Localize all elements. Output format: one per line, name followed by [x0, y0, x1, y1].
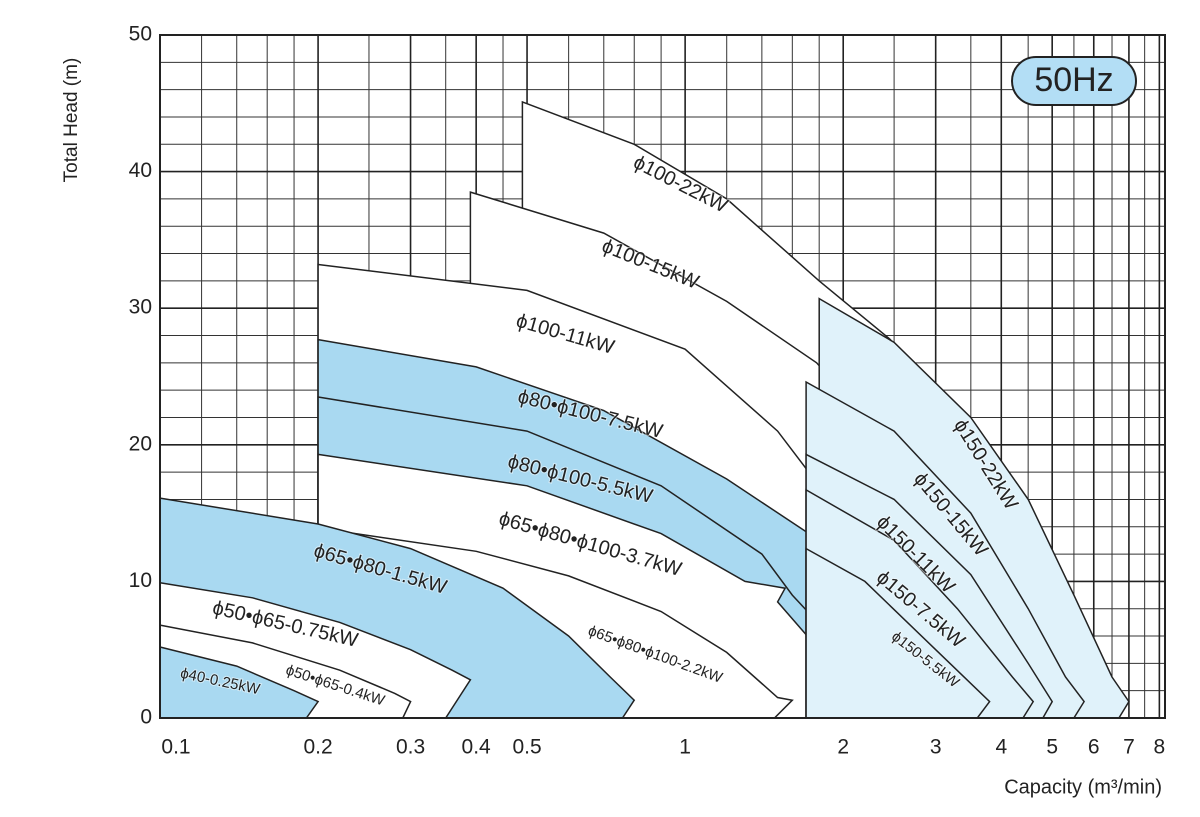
x-tick-label: 3 — [930, 736, 942, 759]
x-tick-label: 4 — [995, 736, 1007, 759]
y-tick-label: 30 — [129, 296, 152, 319]
y-tick-label: 40 — [129, 159, 152, 182]
x-tick-label: 0.4 — [462, 736, 492, 759]
x-tick-label: 7 — [1123, 736, 1135, 759]
x-tick-label: 8 — [1154, 736, 1166, 759]
badge — [1011, 56, 1137, 106]
x-axis-label: Capacity (m³/min) — [1004, 776, 1162, 798]
x-tick-label: 0.1 — [161, 736, 190, 759]
y-tick-label: 20 — [129, 432, 152, 455]
x-tick-label: 2 — [837, 736, 849, 759]
plot-frame — [159, 34, 1166, 719]
badge-text: 50Hz — [1034, 61, 1113, 99]
y-tick-label: 0 — [140, 706, 152, 729]
x-tick-label: 5 — [1046, 736, 1058, 759]
y-tick-label: 50 — [129, 23, 152, 46]
y-tick-label: 10 — [129, 569, 152, 592]
y-axis-label: Total Head (m) — [61, 58, 82, 183]
x-tick-label: 0.2 — [303, 736, 332, 759]
x-tick-label: 1 — [679, 736, 691, 759]
x-tick-label: 0.3 — [396, 736, 425, 759]
x-tick-label: 0.5 — [512, 736, 541, 759]
x-tick-label: 6 — [1088, 736, 1100, 759]
